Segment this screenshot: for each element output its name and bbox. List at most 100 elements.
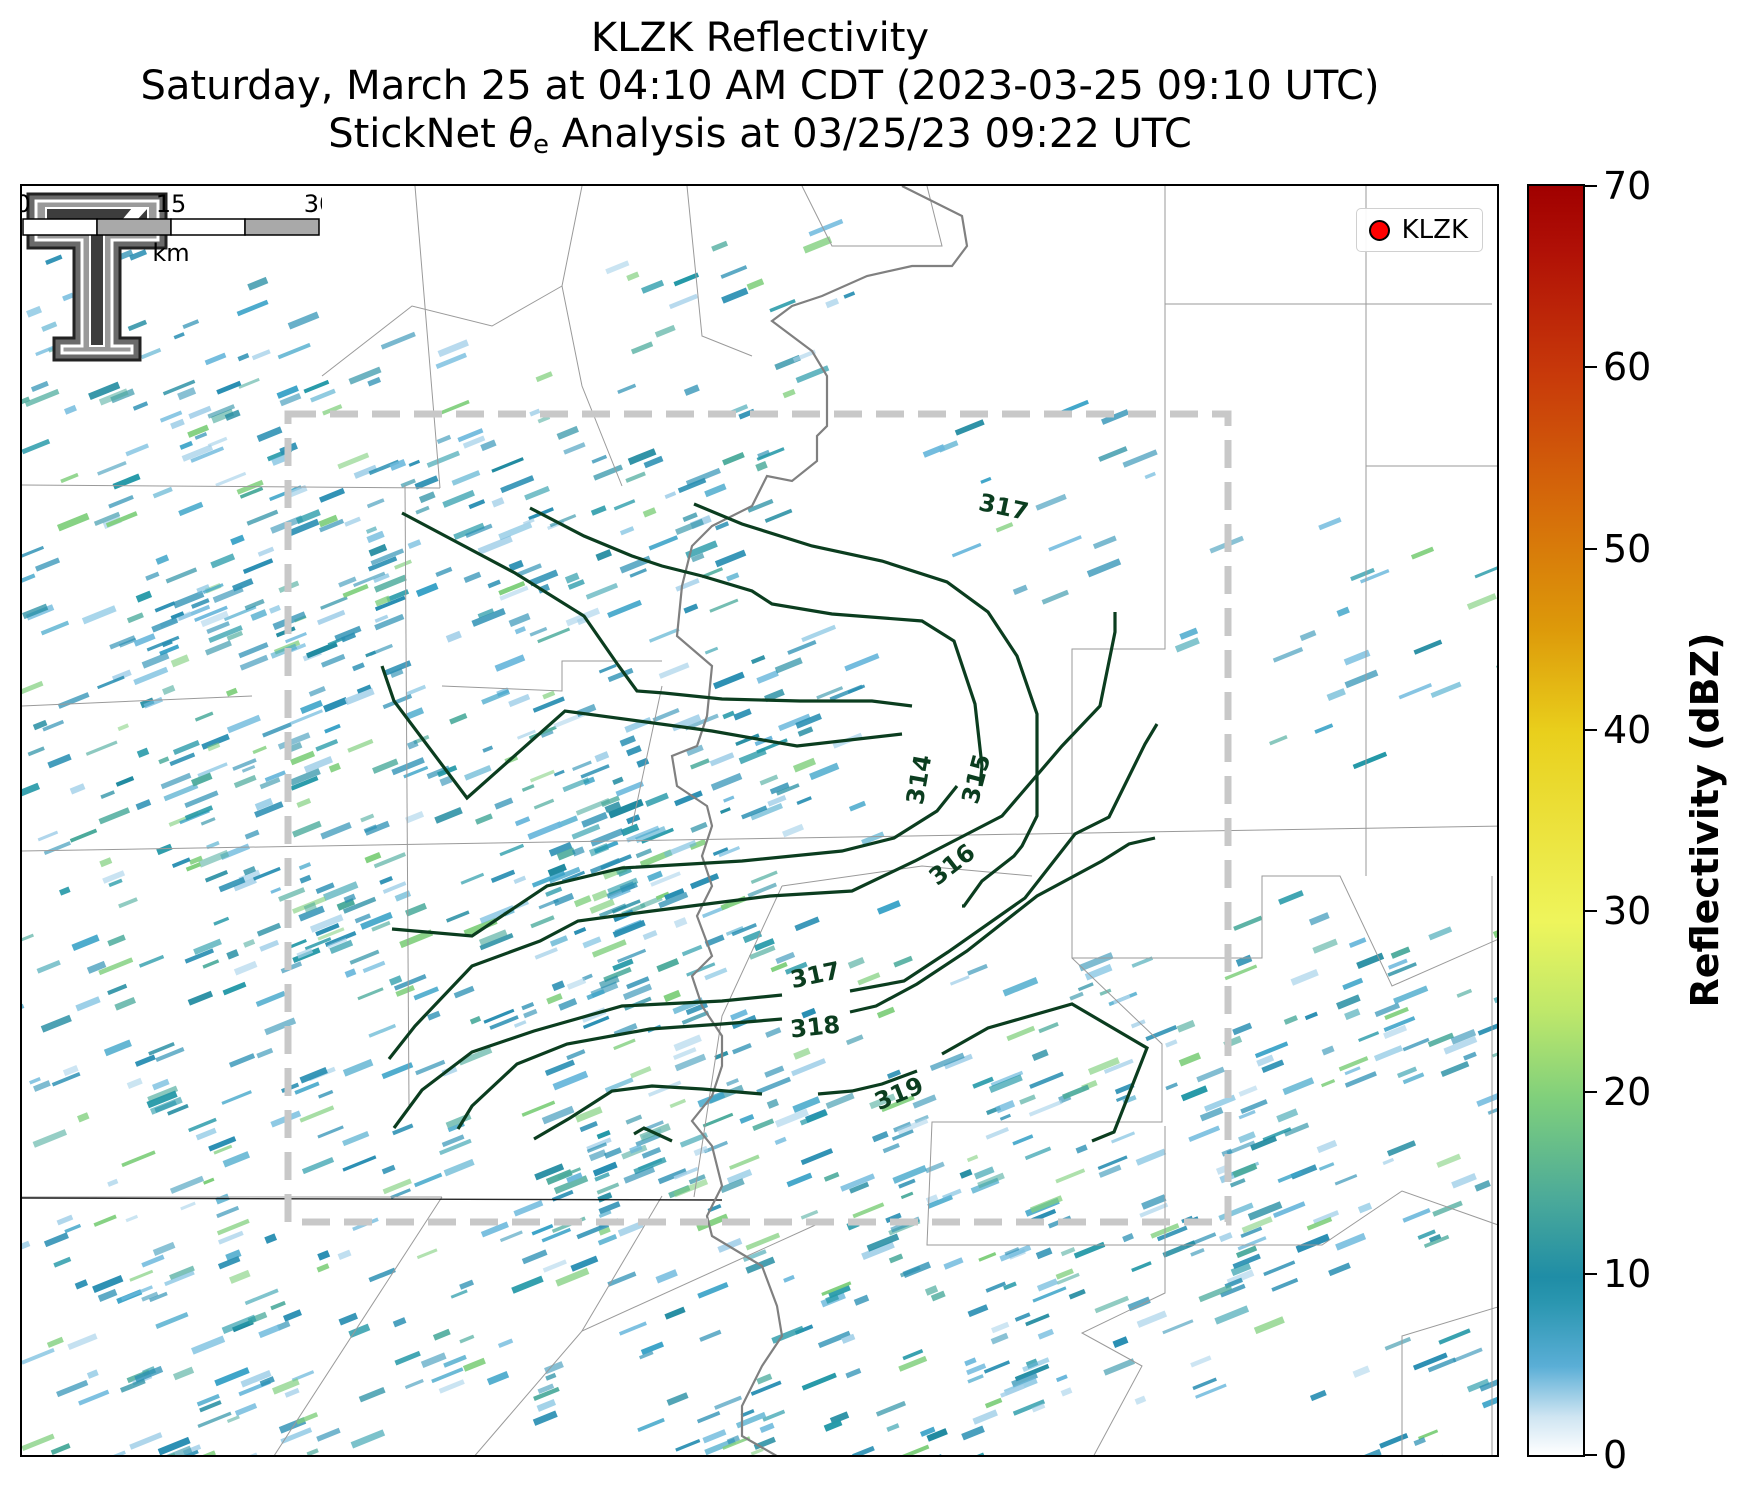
echo-pixel	[1466, 593, 1497, 610]
echo-pixel	[62, 292, 74, 302]
echo-pixel	[1139, 1202, 1169, 1218]
echo-pixel	[548, 841, 573, 857]
echo-pixel	[338, 576, 357, 588]
echo-pixel	[591, 889, 608, 902]
echo-pixel	[188, 1117, 217, 1133]
echo-pixel	[271, 1378, 300, 1395]
echo-pixel	[173, 332, 185, 340]
echo-pixel	[567, 579, 585, 590]
echo-pixel	[494, 797, 514, 810]
echo-pixel	[64, 1223, 82, 1234]
echo-pixel	[256, 426, 283, 442]
colorbar-tick-mark	[1585, 1272, 1597, 1275]
echo-pixel	[179, 440, 193, 450]
echo-pixel	[436, 434, 452, 445]
echo-pixel	[797, 726, 814, 737]
echo-pixel	[457, 428, 484, 443]
echo-pixel	[322, 881, 359, 901]
echo-pixel	[415, 505, 430, 515]
echo-pixel	[885, 1212, 902, 1224]
echo-pixel	[1487, 1102, 1497, 1115]
echo-pixel	[719, 807, 731, 814]
echo-pixel	[607, 599, 642, 619]
echo-pixel	[1254, 1041, 1289, 1059]
echo-pixel	[237, 353, 250, 362]
echo-pixel	[187, 424, 210, 438]
echo-pixel	[135, 799, 152, 811]
echo-pixel	[880, 1095, 915, 1113]
echo-pixel	[1136, 1310, 1168, 1328]
echo-pixel	[404, 1378, 424, 1390]
echo-pixel	[213, 916, 230, 926]
scale-unit: km	[152, 239, 189, 266]
echo-pixel	[290, 775, 319, 791]
echo-pixel	[640, 1341, 665, 1356]
echo-pixel	[943, 1053, 973, 1070]
echo-pixel	[679, 1132, 708, 1148]
echo-pixel	[481, 689, 511, 705]
echo-pixel	[844, 653, 880, 672]
echo-pixel	[954, 419, 985, 436]
echo-pixel	[1165, 1039, 1178, 1048]
echo-pixel	[704, 483, 727, 498]
echo-pixel	[145, 571, 160, 581]
echo-pixel	[726, 572, 740, 582]
echo-pixel	[821, 1281, 852, 1297]
echo-pixel	[1383, 1016, 1416, 1032]
colorbar-tick-mark	[1585, 910, 1597, 913]
echo-pixel	[1438, 1328, 1471, 1345]
echo-pixel	[350, 1429, 386, 1449]
echo-pixel	[658, 662, 690, 679]
echo-pixel	[1000, 1384, 1025, 1398]
echo-pixel	[1386, 1140, 1417, 1157]
echo-pixel	[1452, 1347, 1483, 1363]
echo-pixel	[290, 709, 323, 725]
echo-pixel	[348, 366, 382, 385]
echo-pixel	[100, 790, 115, 799]
echo-pixel	[285, 632, 307, 644]
echo-pixel	[1038, 1022, 1059, 1034]
echo-pixel	[315, 882, 335, 895]
echo-pixel	[1390, 946, 1411, 959]
echo-pixel	[180, 1201, 196, 1211]
echo-pixel	[787, 640, 817, 655]
echo-pixel	[845, 1034, 864, 1046]
echo-pixel	[364, 820, 390, 836]
echo-pixel	[675, 1438, 701, 1452]
echo-pixel	[697, 1281, 729, 1299]
echo-pixel	[1474, 1180, 1491, 1192]
echo-pixel	[136, 747, 150, 758]
echo-pixel	[1099, 988, 1112, 996]
echo-pixel	[374, 614, 389, 623]
echo-pixel	[551, 980, 565, 992]
echo-pixel	[450, 1289, 468, 1299]
echo-pixel	[714, 1395, 743, 1410]
echo-pixel	[405, 811, 425, 824]
echo-pixel	[152, 486, 173, 499]
echo-pixel	[392, 1317, 407, 1328]
echo-pixel	[1012, 1134, 1034, 1146]
echo-pixel	[347, 738, 374, 753]
echo-pixel	[366, 530, 385, 544]
echo-pixel	[654, 324, 676, 338]
echo-pixel	[579, 1121, 598, 1133]
echo-pixel	[848, 800, 866, 812]
echo-pixel	[75, 996, 101, 1012]
echo-pixel	[462, 435, 486, 449]
echo-pixel	[1241, 1216, 1273, 1234]
echo-pixel	[170, 611, 185, 620]
echo-pixel	[353, 464, 378, 479]
echo-pixel	[152, 1078, 170, 1091]
echo-pixel	[533, 1386, 560, 1401]
echo-pixel	[955, 1452, 986, 1455]
echo-pixel	[439, 775, 453, 787]
echo-pixel	[479, 905, 515, 924]
echo-pixel	[697, 1091, 726, 1108]
echo-pixel	[1492, 921, 1497, 939]
echo-pixel	[876, 1006, 896, 1019]
echo-pixel	[1450, 1028, 1477, 1045]
echo-pixel	[1214, 1305, 1250, 1325]
echo-pixel	[498, 521, 533, 541]
echo-pixel	[702, 1112, 734, 1128]
echo-pixel	[1304, 1011, 1318, 1021]
